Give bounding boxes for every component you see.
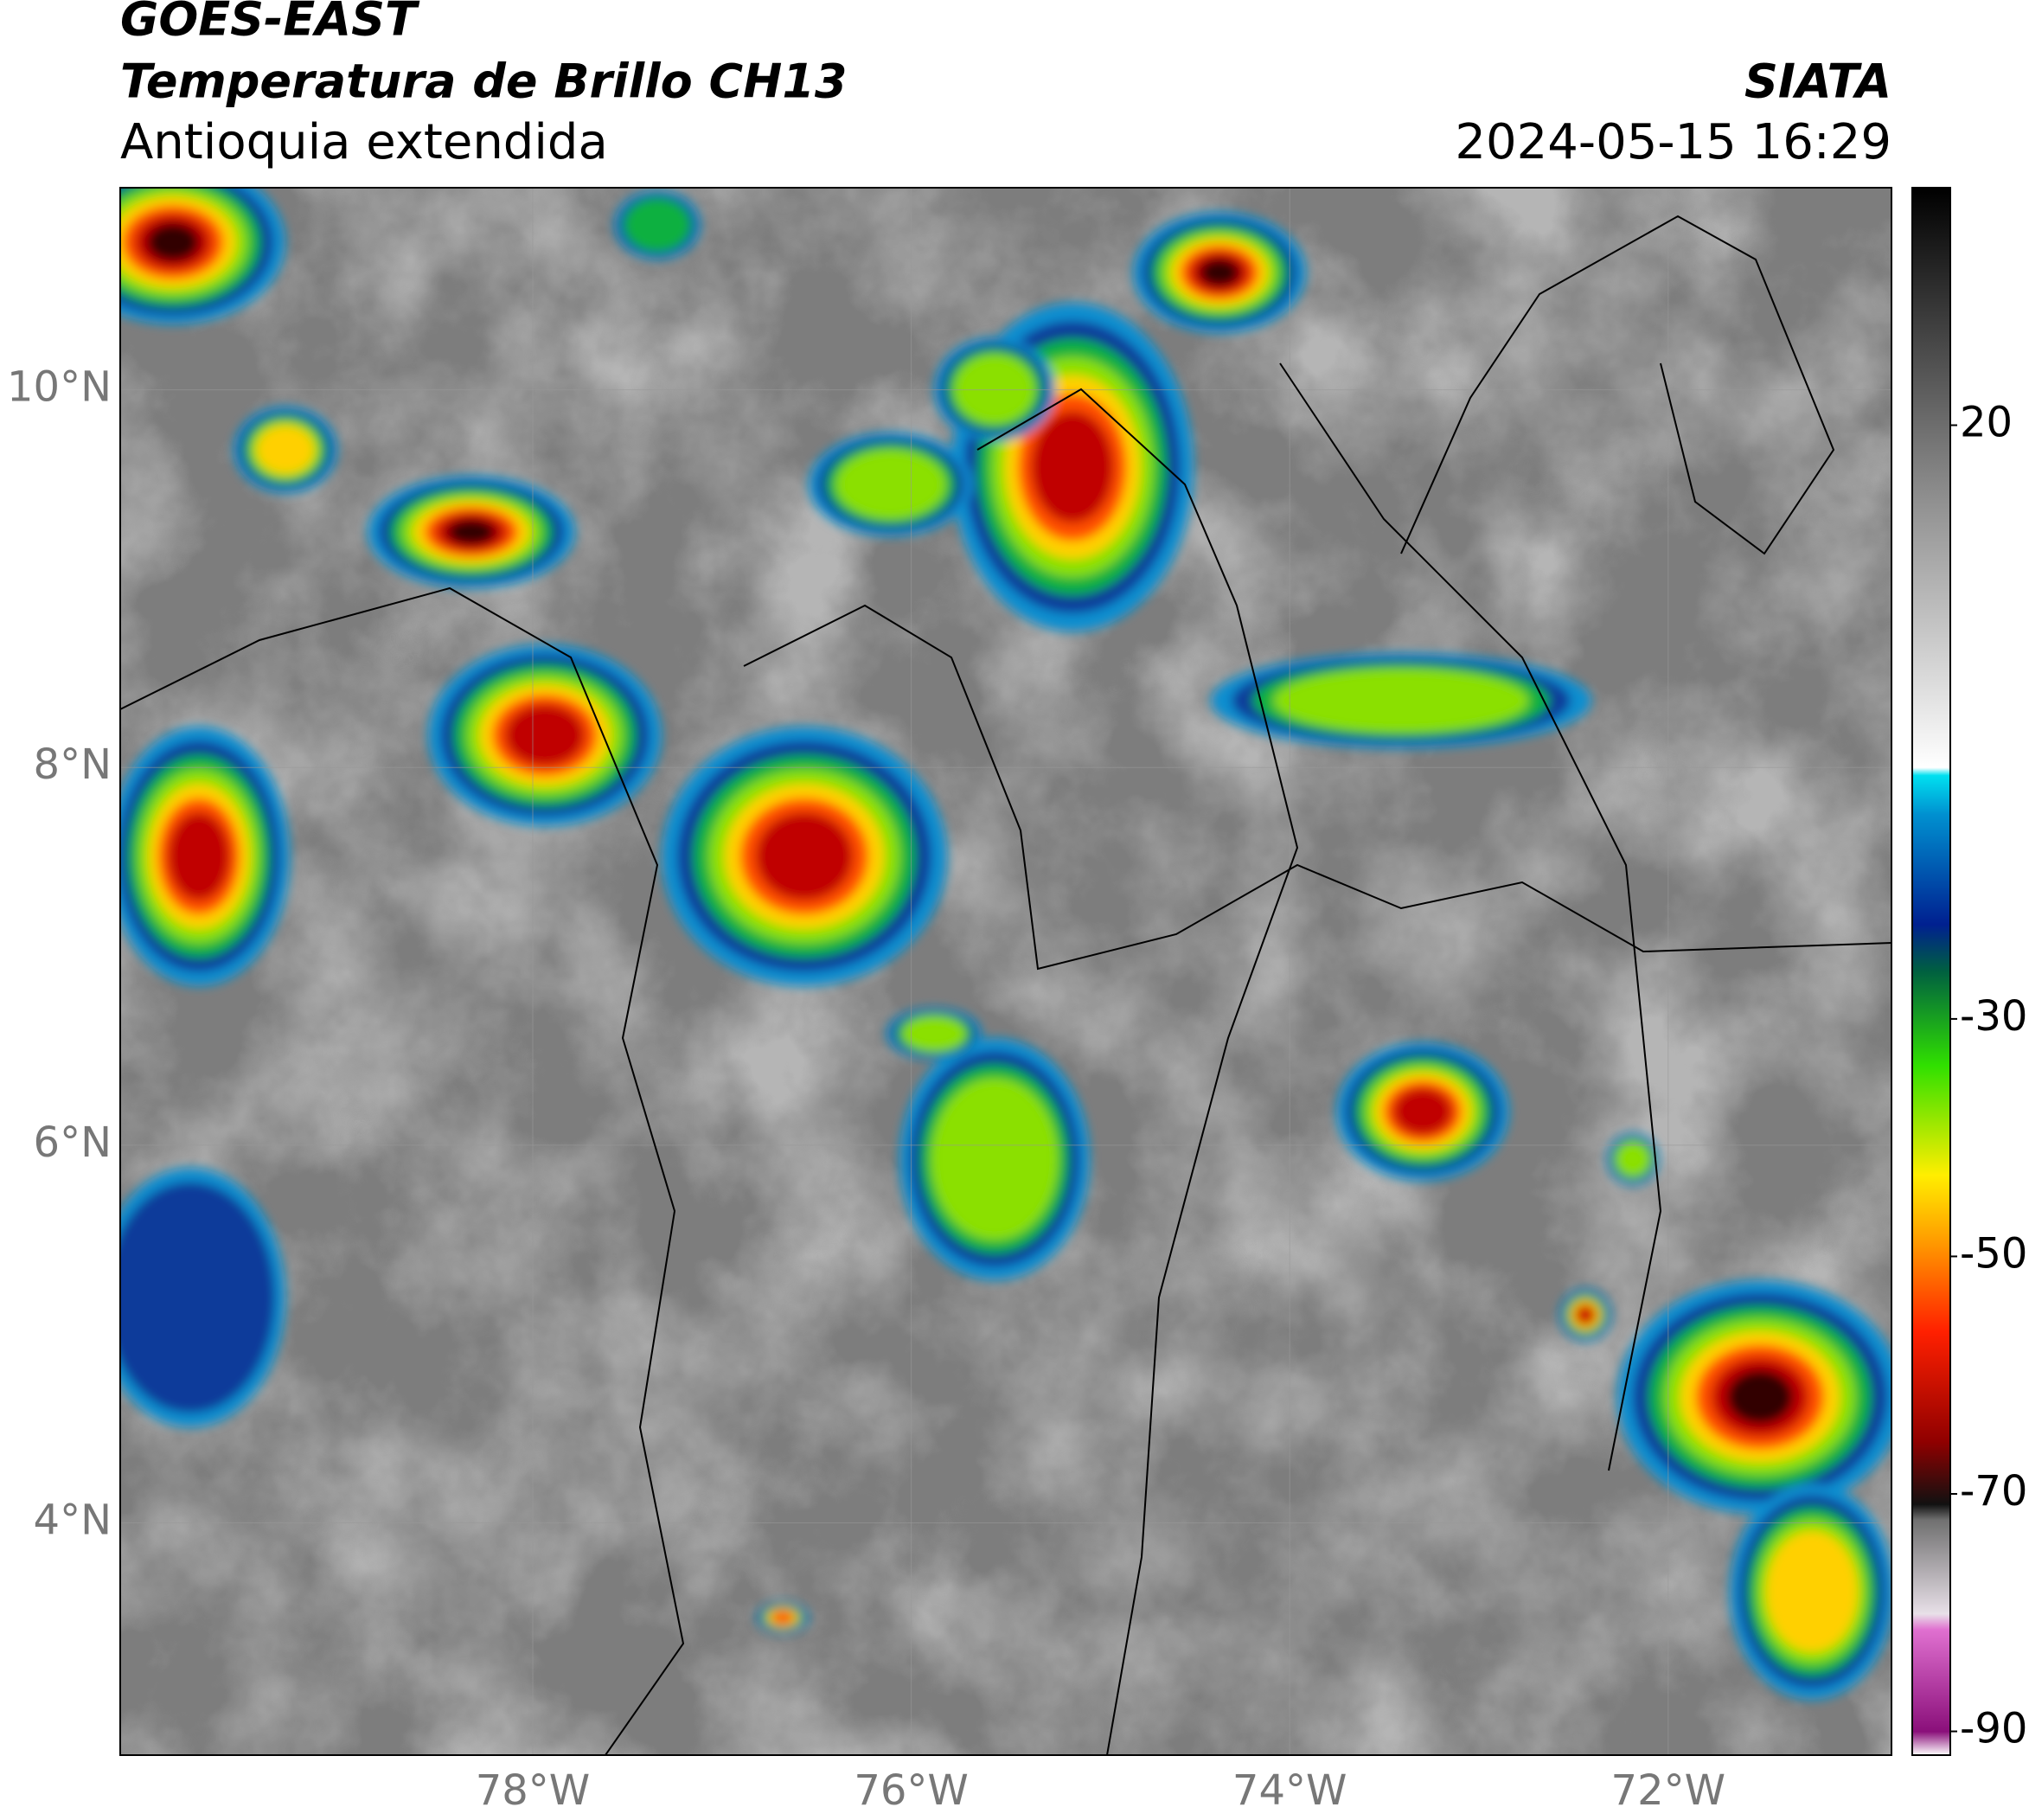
lon-tick-label: 72°W xyxy=(1611,1766,1726,1815)
map-area xyxy=(120,188,1891,1755)
storm-cell xyxy=(902,1016,966,1052)
storm-cell xyxy=(1031,411,1114,523)
lat-tick-label: 6°N xyxy=(34,1118,112,1167)
subtitle: Temperatura de Brillo CH13 xyxy=(120,54,848,109)
storm-cell xyxy=(120,1182,275,1413)
colorbar-tick-label: 20 xyxy=(1960,399,2013,447)
storm-cell xyxy=(1615,1141,1651,1177)
storm-cell xyxy=(931,1078,1059,1240)
storm-cell xyxy=(1273,669,1529,733)
datetime: 2024-05-15 16:29 xyxy=(1455,114,1891,170)
storm-cell xyxy=(1393,1087,1452,1136)
storm-cell xyxy=(505,704,585,766)
colorbar-tick-label: -30 xyxy=(1960,992,2027,1041)
storm-cell xyxy=(147,223,199,261)
storm-cell xyxy=(624,197,691,253)
region: Antioquia extendida xyxy=(120,114,608,170)
lon-tick-label: 76°W xyxy=(854,1766,969,1815)
lat-tick-label: 10°N xyxy=(7,363,112,412)
axes: 10°N 8°N 6°N 4°N 78°W 76°W 74°W 72°W 20 -30 -50 -70… xyxy=(7,363,2027,1815)
lat-tick-label: 4°N xyxy=(34,1496,112,1544)
grid xyxy=(120,188,1891,1755)
storm-cells xyxy=(120,188,1891,1700)
storm-cell xyxy=(1576,1305,1595,1324)
map-frame xyxy=(119,187,1892,1756)
borders xyxy=(120,215,1891,1755)
colorbar xyxy=(1911,187,1951,1756)
storm-cell xyxy=(1200,258,1239,287)
storm-cell xyxy=(1727,1369,1793,1425)
colorbar-tick-label: -70 xyxy=(1960,1467,2027,1516)
lon-tick-label: 74°W xyxy=(1232,1766,1347,1815)
storm-cell xyxy=(447,519,496,545)
colorbar-tick-label: -50 xyxy=(1960,1229,2027,1278)
colorbar-tick-label: -90 xyxy=(1960,1705,2027,1753)
source: SIATA xyxy=(1744,54,1891,109)
title: GOES-EAST xyxy=(120,0,420,47)
storm-cell xyxy=(168,812,230,900)
storm-cell xyxy=(1765,1531,1859,1652)
storm-cell xyxy=(954,354,1035,425)
storm-cell xyxy=(256,426,315,474)
lat-tick-label: 8°N xyxy=(34,740,112,789)
storm-cell xyxy=(755,812,854,900)
storm-cell xyxy=(835,449,946,520)
lon-tick-label: 78°W xyxy=(476,1766,591,1815)
storm-cell xyxy=(771,1610,795,1625)
